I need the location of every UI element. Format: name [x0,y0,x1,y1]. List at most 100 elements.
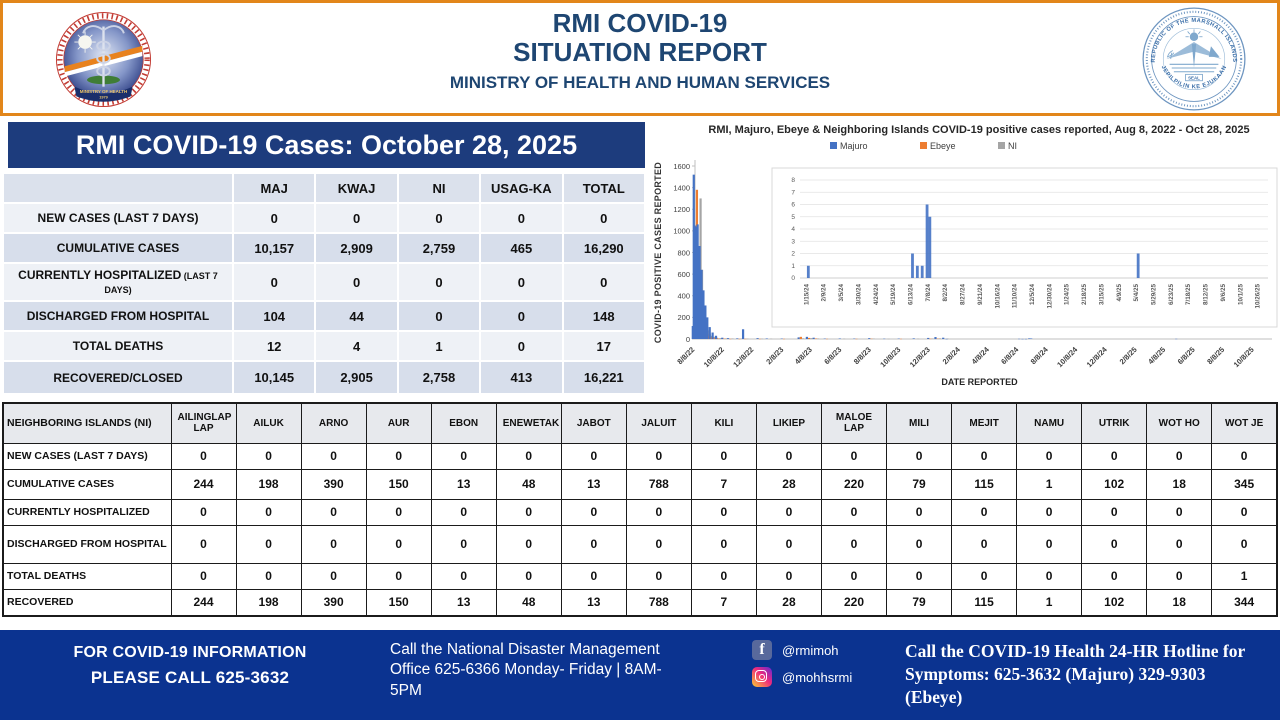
ni-table-value: 7 [690,588,757,617]
ni-table-value: 18 [1146,468,1213,500]
svg-text:2/8/23: 2/8/23 [764,345,785,366]
ni-table-row: CURRENTLY HOSPITALIZED 0 0 0 0 0 0 0 0 0 0 0 0 0 0 0 0 0 [2,498,1278,526]
ni-table-row-label: CUMULATIVE CASES [2,468,172,500]
hotline-text: Call the COVID-19 Health 24-HR Hotline f… [905,641,1245,707]
svg-text:10/8/22: 10/8/22 [702,345,726,369]
ni-table-column-header: ARNO [300,402,367,444]
ni-table-value: 0 [1146,442,1213,470]
ni-table-value: 1 [1016,468,1083,500]
ni-table-value: 7 [690,468,757,500]
ni-table-value: 0 [625,442,692,470]
main-table-value: 10,145 [234,362,315,393]
main-summary-table-wrap: MAJ KWAJ NI USAG-KA TOTAL NEW CASES (LAST 7 D… [2,172,646,395]
social-media-block: f @rmimoh @mohhsrmi [752,640,852,694]
svg-text:6/13/24: 6/13/24 [907,284,914,306]
instagram-lens [759,674,765,680]
instagram-handle: @mohhsrmi [782,669,853,685]
ni-table-corner-label: NEIGHBORING ISLANDS (NI) [2,402,172,444]
main-table-row: RECOVERED/CLOSED 10,145 2,905 2,758 413 16,22… [4,362,644,393]
moh-logo-graphic: MINISTRY OF HEALTH 1979 [55,11,152,108]
ni-table-value: 1 [1016,588,1083,617]
facebook-handle: @rmimoh [782,642,839,658]
main-table-value: 1 [398,332,480,360]
svg-text:8: 8 [791,177,795,184]
ni-table-column-header: AILINGLAP LAP [170,402,237,444]
svg-text:2/18/25: 2/18/25 [1081,284,1088,306]
ni-table-value: 244 [170,468,237,500]
ni-table-column-header: WOT HO [1146,402,1213,444]
main-table-value: 0 [234,264,315,300]
ni-table-value: 0 [560,562,627,590]
ni-table-value: 788 [625,588,692,617]
ni-table-value: 102 [1081,588,1148,617]
svg-text:7/8/24: 7/8/24 [925,284,932,302]
main-table-value: 413 [481,362,562,393]
instagram-icon [752,667,772,687]
svg-text:400: 400 [677,292,690,301]
svg-text:1400: 1400 [673,183,690,192]
ni-table-column-header: AUR [365,402,432,444]
ni-table-value: 0 [1016,442,1083,470]
svg-text:Ebeye: Ebeye [930,141,956,151]
svg-text:6: 6 [791,202,795,209]
svg-text:2: 2 [791,251,795,258]
ni-table-value: 48 [495,588,562,617]
ni-table-value: 344 [1211,588,1278,617]
svg-text:1000: 1000 [673,227,690,236]
main-table-row: DISCHARGED FROM HOSPITAL 104 44 0 0 148 [4,302,644,330]
main-table-value: 16,221 [563,362,644,393]
main-table-row-label: TOTAL DEATHS [4,332,232,360]
covid-info-line1: FOR COVID-19 INFORMATION [73,644,307,661]
svg-text:12/30/24: 12/30/24 [1046,284,1053,309]
ni-table-value: 0 [820,498,888,526]
main-table-value: 0 [316,264,397,300]
main-table-value: 10,157 [234,234,315,262]
ni-table-column-header: KILI [690,402,757,444]
report-header: MINISTRY OF HEALTH 1979 RMI COVID-19 SIT… [0,0,1280,116]
svg-text:600: 600 [677,270,690,279]
main-table-row: TOTAL DEATHS 12 4 1 0 17 [4,332,644,360]
ni-table-value: 0 [1016,498,1083,526]
covid-info-line2: PLEASE CALL 625-3632 [90,668,290,687]
svg-text:10/8/25: 10/8/25 [1232,345,1256,369]
main-table-value: 2,758 [398,362,480,393]
svg-text:RMI, Majuro, Ebeye & Neighbori: RMI, Majuro, Ebeye & Neighboring Islands… [708,124,1249,136]
svg-text:8/8/23: 8/8/23 [852,345,873,366]
main-table-column-header: KWAJ [316,174,397,202]
ni-table-value: 0 [560,498,627,526]
svg-text:Majuro: Majuro [840,141,868,151]
main-table-value: 0 [398,302,480,330]
covid-info-block: FOR COVID-19 INFORMATION PLEASE CALL 625… [40,644,340,688]
ni-table-value: 150 [365,588,432,617]
svg-text:3/5/24: 3/5/24 [838,284,845,302]
svg-text:800: 800 [677,248,690,257]
svg-text:8/8/25: 8/8/25 [1205,345,1226,366]
moh-banner-year: 1979 [99,94,108,99]
ni-table-value: 0 [886,442,953,470]
ni-table-value: 0 [170,562,237,590]
ni-table-value: 0 [690,524,757,564]
main-table-row-label: RECOVERED/CLOSED [4,362,232,393]
svg-text:6/8/23: 6/8/23 [822,345,843,366]
ni-table-value: 18 [1146,588,1213,617]
svg-text:12/8/24: 12/8/24 [1085,344,1110,369]
ni-table-value: 28 [755,588,822,617]
main-table-row: CUMULATIVE CASES 10,157 2,909 2,759 465 16,29… [4,234,644,262]
svg-text:12/8/22: 12/8/22 [731,345,755,369]
ni-table-value: 0 [625,524,692,564]
ni-table-value: 0 [820,524,888,564]
main-table-row-label: CUMULATIVE CASES [4,234,232,262]
svg-text:5/4/25: 5/4/25 [1133,284,1140,302]
svg-text:6/8/25: 6/8/25 [1176,345,1197,366]
facebook-icon: f [752,640,772,660]
covid-cases-chart: RMI, Majuro, Ebeye & Neighboring Islands… [653,124,1278,387]
ni-table-row-label: NEW CASES (LAST 7 DAYS) [2,442,172,470]
ni-table-value: 0 [1211,524,1278,564]
ni-table-value: 0 [690,442,757,470]
ni-table-value: 0 [1211,498,1278,526]
ni-table-column-header: JABOT [560,402,627,444]
ni-table-value: 115 [951,588,1018,617]
facebook-row: f @rmimoh [752,640,852,660]
svg-text:0: 0 [686,335,690,344]
svg-text:8/8/22: 8/8/22 [675,345,696,366]
